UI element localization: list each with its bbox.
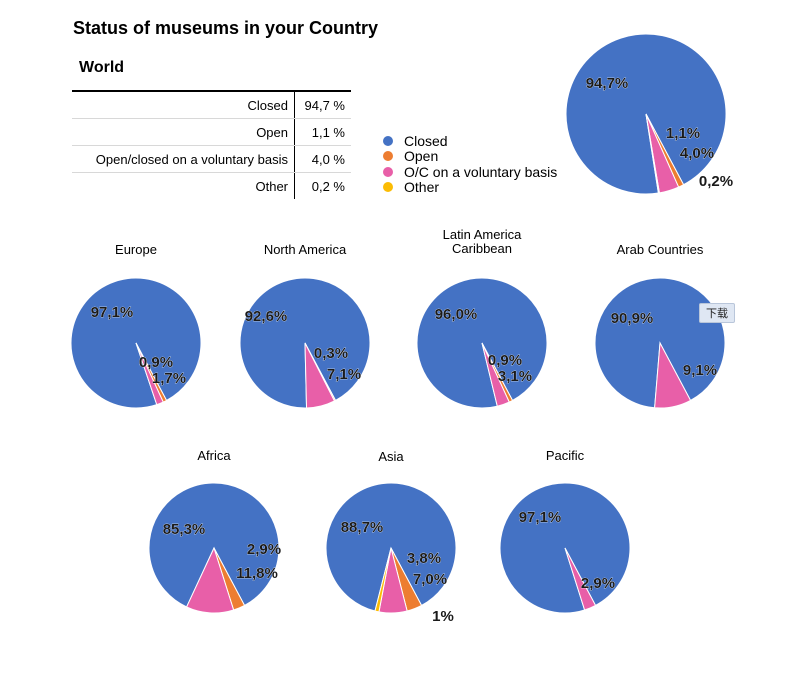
- table-row: Other 0,2 %: [72, 172, 351, 199]
- table-row: Open 1,1 %: [72, 118, 351, 146]
- data-label: 4,0%: [680, 145, 714, 162]
- legend-item: Other: [383, 179, 557, 196]
- legend-item: Open: [383, 148, 557, 165]
- legend-swatch-closed: [383, 135, 393, 146]
- data-label: 0,9%: [139, 354, 173, 371]
- pie-slice-o-c-on-a-voluntary-basis: [185, 546, 235, 614]
- data-label: 97,1%: [91, 304, 134, 321]
- data-label: 94,7%: [586, 75, 629, 92]
- download-button[interactable]: 下载: [699, 303, 735, 323]
- legend-label: Other: [404, 179, 440, 196]
- chart-title: Pacific: [546, 448, 585, 463]
- data-label: 85,3%: [163, 521, 206, 538]
- chart-title: Africa: [197, 448, 231, 463]
- chart-title: Arab Countries: [617, 242, 704, 257]
- chart-title: Asia: [378, 449, 404, 464]
- table-label-cell: Other: [72, 172, 295, 199]
- table-label-cell: Closed: [72, 90, 295, 119]
- data-label: 0,3%: [314, 345, 348, 362]
- chart-title: Europe: [115, 242, 157, 257]
- data-label: 3,8%: [407, 550, 441, 567]
- pie-slice-o-c-on-a-voluntary-basis: [564, 547, 597, 611]
- data-label: 1,7%: [152, 370, 186, 387]
- data-label: 11,8%: [236, 565, 278, 582]
- legend-item: Closed: [383, 133, 557, 149]
- data-label: 1%: [432, 608, 454, 625]
- legend-label: O/C on a voluntary basis: [404, 163, 558, 180]
- data-label: 9,1%: [683, 362, 717, 379]
- pie-slice-o-c-on-a-voluntary-basis: [481, 342, 510, 407]
- legend-swatch-open: [383, 151, 393, 162]
- pie-slice-closed: [148, 482, 280, 608]
- legend-label: Closed: [404, 132, 448, 149]
- legend-swatch-voluntary: [383, 166, 393, 177]
- table-row: Open/closed on a voluntary basis 4,0 %: [72, 145, 351, 173]
- data-label: 2,9%: [247, 541, 281, 558]
- data-label: 97,1%: [519, 509, 562, 526]
- page-title: Status of museums in your Country: [73, 18, 379, 38]
- data-label: 96,0%: [435, 306, 478, 323]
- table-value-cell: 4,0 %: [294, 145, 351, 173]
- legend-label: Open: [404, 148, 439, 165]
- data-label: 0,2%: [699, 173, 733, 190]
- table-label-cell: Open/closed on a voluntary basis: [72, 145, 295, 173]
- world-table: Closed 94,7 % Open 1,1 % Open/closed on …: [72, 90, 351, 199]
- data-label: 7,1%: [327, 366, 361, 383]
- data-label: 0,9%: [488, 352, 522, 369]
- chart-title: North America: [264, 242, 347, 257]
- table-value-cell: 94,7 %: [294, 90, 351, 119]
- data-label: 92,6%: [245, 308, 288, 325]
- chart-legend: Closed Open O/C on a voluntary basis Oth…: [383, 133, 557, 195]
- pie-slice-other: [645, 113, 660, 194]
- pie-slice-o-c-on-a-voluntary-basis: [135, 342, 164, 406]
- data-label: 3,1%: [498, 368, 532, 385]
- data-label: 2,9%: [581, 575, 615, 592]
- pie-slice-o-c-on-a-voluntary-basis: [654, 341, 692, 409]
- table-label-cell: Open: [72, 118, 295, 146]
- chart-title: Latin America: [443, 227, 523, 242]
- legend-item: O/C on a voluntary basis: [383, 164, 557, 180]
- data-label: 1,1%: [666, 125, 700, 142]
- table-row: Closed 94,7 %: [72, 90, 351, 119]
- pie-slice-o-c-on-a-voluntary-basis: [304, 342, 336, 409]
- chart-title: Caribbean: [452, 241, 512, 256]
- pie-slice-closed: [325, 482, 457, 612]
- legend-swatch-other: [383, 182, 393, 193]
- data-label: 7,0%: [413, 571, 447, 588]
- table-value-cell: 1,1 %: [294, 118, 351, 146]
- world-heading: World: [79, 59, 125, 76]
- data-label: 88,7%: [341, 519, 384, 536]
- table-value-cell: 0,2 %: [311, 178, 345, 194]
- data-label: 90,9%: [611, 310, 654, 327]
- pie-slice-other: [374, 547, 392, 613]
